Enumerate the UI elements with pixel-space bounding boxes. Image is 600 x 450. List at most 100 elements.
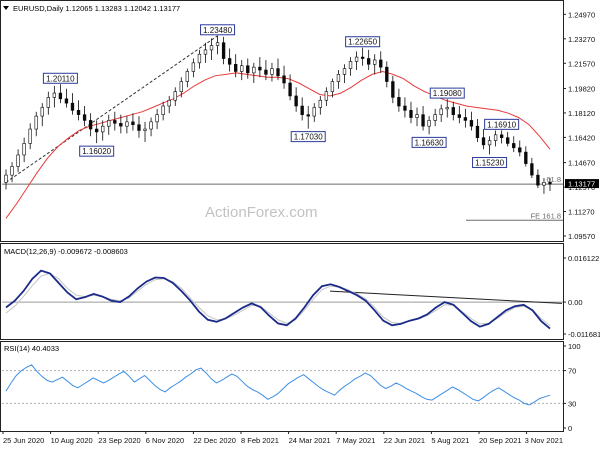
candle-body — [58, 92, 63, 100]
candle-body — [373, 59, 377, 65]
price-annotation-box — [411, 136, 447, 148]
x-tick-label: 7 May 2021 — [336, 436, 375, 445]
price-y-tick-label: 1.16420 — [568, 133, 595, 142]
candle-body — [433, 114, 437, 121]
candle-body — [173, 91, 177, 101]
candle-body — [536, 174, 540, 186]
candle-body — [234, 63, 238, 72]
candle-body — [463, 117, 468, 121]
candle-body — [240, 65, 244, 72]
candle-body — [524, 151, 528, 164]
last-price-tag: 1.13177 — [565, 179, 599, 189]
price-annotation-box — [200, 24, 236, 36]
candle-body — [379, 59, 383, 68]
symbol-dropdown-icon[interactable] — [3, 6, 9, 10]
last-price-label: 1.13177 — [568, 180, 595, 189]
candle-body — [439, 108, 443, 115]
rsi-y-tick-label: 0 — [568, 424, 572, 433]
rsi-level-lines — [2, 370, 563, 404]
candle-body — [137, 124, 141, 131]
candle-body — [161, 105, 165, 115]
candle-body — [397, 97, 401, 107]
price-annotation-label: 1.17030 — [294, 133, 323, 142]
candle-body — [4, 174, 8, 183]
candle-body — [487, 140, 492, 146]
candle-body — [342, 68, 347, 75]
candle-body — [221, 42, 226, 59]
candle-body — [264, 69, 268, 75]
candle-body — [354, 56, 359, 62]
fib-level-label: 61.8 — [546, 175, 561, 184]
rsi-y-axis: 100 70 30 0 — [563, 342, 581, 433]
x-tick-label: 24 Mar 2021 — [289, 436, 331, 445]
price-y-tick-label: 1.14670 — [568, 159, 595, 168]
candle-body — [40, 107, 44, 117]
price-annotation-label: 1.22650 — [348, 38, 377, 47]
candle-body — [143, 128, 147, 131]
candle-body — [306, 114, 310, 117]
candle-body — [252, 66, 256, 74]
candle-body — [88, 120, 93, 130]
trend-line — [5, 35, 218, 183]
candle-body — [415, 114, 419, 118]
candle-body — [203, 49, 208, 55]
candle-body — [10, 166, 14, 176]
price-annotation-label: 1.16020 — [82, 147, 111, 156]
candle-body — [481, 137, 486, 146]
candle-body — [360, 56, 365, 59]
macd-line — [5, 269, 551, 330]
price-annotation-box — [429, 87, 465, 99]
price-annotation-label: 1.23480 — [203, 26, 232, 35]
rsi-header: RSI(14) 40.4033 — [4, 344, 59, 353]
candle-body — [149, 121, 153, 130]
x-tick-label: 5 Aug 2021 — [431, 436, 469, 445]
x-tick-label: 25 Jun 2020 — [3, 436, 44, 445]
candle-body — [318, 99, 322, 108]
candle-body — [548, 182, 552, 185]
candle-body — [209, 45, 214, 51]
candle-body — [52, 92, 57, 98]
price-y-tick-label: 1.21570 — [568, 59, 595, 68]
candle-body — [457, 114, 462, 118]
price-horizontal-lines: 61.8 FE 161.8 — [2, 175, 563, 221]
candle-body — [113, 120, 117, 124]
price-y-tick-label: 1.18120 — [568, 109, 595, 118]
candle-body — [197, 53, 202, 64]
candle-body — [101, 125, 105, 133]
rsi-panel-frame — [0, 341, 564, 432]
candle-body — [512, 143, 516, 149]
candle-body — [421, 114, 425, 127]
macd-divergence-line — [329, 290, 563, 304]
price-annotation-label: 1.16630 — [415, 138, 444, 147]
rsi-line — [5, 364, 551, 406]
price-y-tick-label: 1.19820 — [568, 84, 595, 93]
candle-body — [542, 182, 546, 186]
price-annotation-label: 1.20110 — [46, 74, 75, 83]
rsi-y-tick-label: 30 — [568, 399, 576, 408]
x-tick-label: 10 Aug 2020 — [51, 436, 93, 445]
candle-body — [348, 61, 353, 69]
candle-body — [324, 91, 329, 101]
candle-body — [499, 134, 504, 138]
candle-body — [167, 99, 171, 107]
price-y-tick-label: 1.23270 — [568, 35, 595, 44]
candle-body — [119, 122, 123, 127]
candle-body — [22, 143, 26, 156]
price-annotation-label: 1.19080 — [433, 89, 462, 98]
candle-body — [34, 115, 38, 130]
rsi-y-tick-label: 100 — [568, 342, 581, 351]
price-y-tick-label: 1.09570 — [568, 232, 595, 241]
candle-body — [270, 68, 274, 75]
macd-y-tick-label: 0.00 — [568, 298, 583, 307]
candle-body — [312, 107, 316, 117]
candle-body — [530, 163, 534, 176]
candle-body — [366, 58, 371, 65]
candle-body — [125, 121, 129, 127]
x-axis: 25 Jun 2020 10 Aug 2020 23 Sep 2020 6 Nov 2… — [2, 431, 563, 445]
candle-body — [427, 120, 431, 127]
x-tick-label: 20 Sep 2021 — [479, 436, 522, 445]
price-annotations: 1.20110 1.16020 1.23480 1.17030 1.22650 1.190… — [42, 24, 520, 169]
candle-body — [246, 65, 250, 74]
price-annotation-label: 1.16910 — [487, 120, 516, 129]
